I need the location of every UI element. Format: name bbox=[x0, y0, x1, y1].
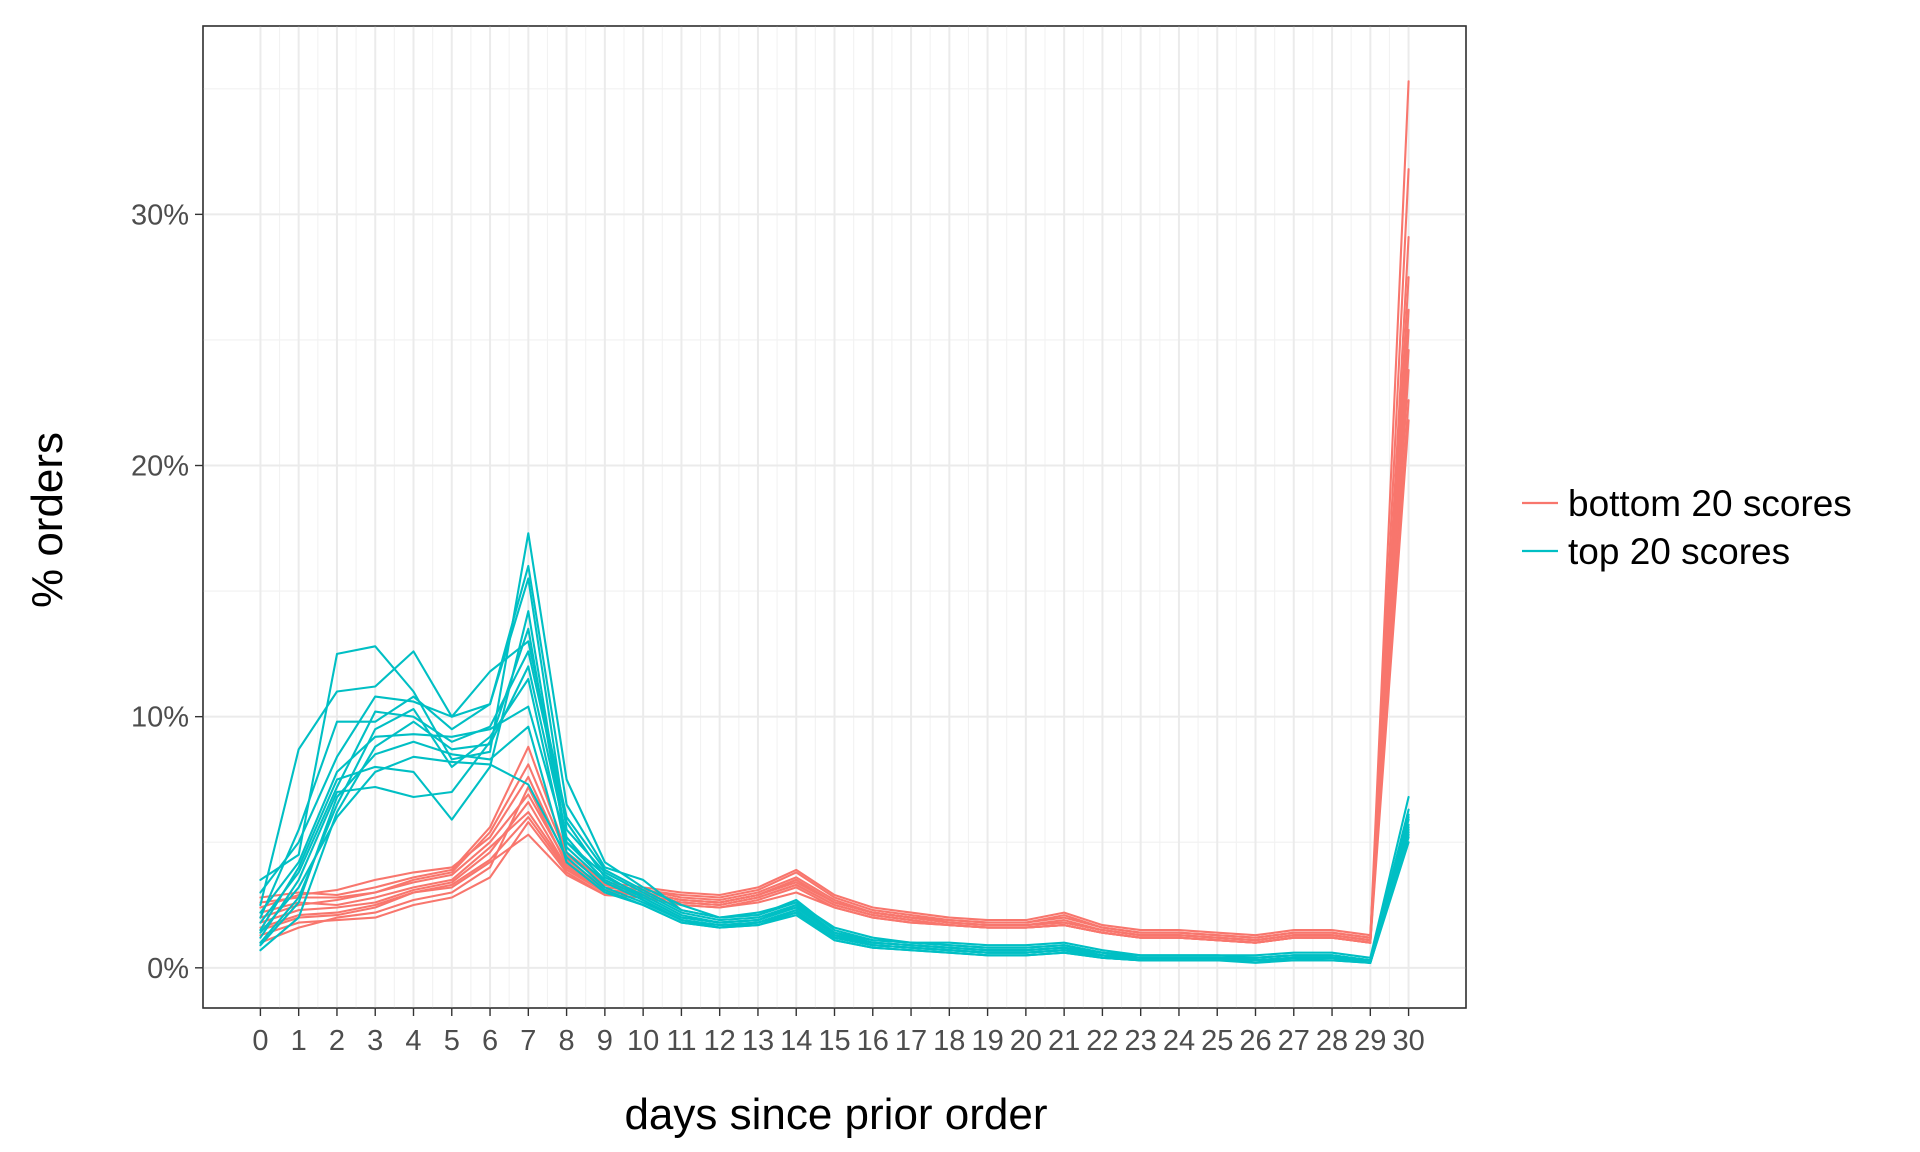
x-tick-label: 14 bbox=[780, 1025, 812, 1057]
x-tick-label: 18 bbox=[933, 1025, 965, 1057]
y-tick-label: 0% bbox=[147, 953, 189, 985]
x-tick-label: 3 bbox=[367, 1025, 383, 1057]
x-tick-label: 16 bbox=[857, 1025, 889, 1057]
x-tick-label: 24 bbox=[1163, 1025, 1195, 1057]
x-tick-label: 30 bbox=[1392, 1025, 1424, 1057]
bottom-20-series-line-9 bbox=[259, 308, 1410, 944]
x-tick-label: 28 bbox=[1316, 1025, 1348, 1057]
x-tick-label: 5 bbox=[444, 1025, 460, 1057]
x-tick-label: 15 bbox=[818, 1025, 850, 1057]
y-axis-title: % orders bbox=[23, 432, 72, 608]
x-tick-label: 22 bbox=[1086, 1025, 1118, 1057]
y-tick-label: 20% bbox=[131, 451, 189, 483]
x-tick-label: 0 bbox=[252, 1025, 268, 1057]
x-tick-label: 9 bbox=[597, 1025, 613, 1057]
x-tick-label: 8 bbox=[559, 1025, 575, 1057]
bottom-20-series-line-8 bbox=[259, 348, 1410, 942]
x-tick-label: 12 bbox=[704, 1025, 736, 1057]
x-tick-label: 4 bbox=[405, 1025, 421, 1057]
y-axis: 0% 10% 20% 30% bbox=[131, 199, 203, 985]
x-tick-label: 29 bbox=[1354, 1025, 1386, 1057]
legend: bottom 20 scores top 20 scores bbox=[1522, 483, 1852, 572]
y-tick-label: 30% bbox=[131, 199, 189, 231]
y-tick-label: 10% bbox=[131, 702, 189, 734]
x-tick-label: 10 bbox=[627, 1025, 659, 1057]
x-tick-label: 23 bbox=[1125, 1025, 1157, 1057]
x-tick-label: 11 bbox=[666, 1025, 696, 1057]
bottom-20-series-line-10 bbox=[259, 235, 1410, 939]
x-tick-label: 1 bbox=[291, 1025, 307, 1057]
x-tick-label: 19 bbox=[971, 1025, 1003, 1057]
bottom-20-series-line-3 bbox=[259, 276, 1410, 937]
legend-label-bottom-20: bottom 20 scores bbox=[1568, 483, 1852, 524]
x-tick-label: 26 bbox=[1239, 1025, 1271, 1057]
x-tick-label: 27 bbox=[1278, 1025, 1310, 1057]
x-tick-label: 6 bbox=[482, 1025, 498, 1057]
x-axis-title: days since prior order bbox=[624, 1090, 1047, 1139]
major-gridlines bbox=[203, 26, 1466, 1008]
x-tick-label: 25 bbox=[1201, 1025, 1233, 1057]
x-tick-label: 7 bbox=[520, 1025, 536, 1057]
x-tick-label: 20 bbox=[1010, 1025, 1042, 1057]
top-20-series-line-12 bbox=[259, 755, 1410, 964]
x-tick-label: 13 bbox=[742, 1025, 774, 1057]
top-20-series-line-11 bbox=[259, 640, 1410, 962]
x-tick-label: 17 bbox=[895, 1025, 927, 1057]
x-axis: 0 1 2 3 4 5 6 7 8 9 10 11 12 13 14 15 16 17 18 19 20 21 22 23 24… bbox=[252, 1008, 1425, 1057]
x-tick-label: 2 bbox=[329, 1025, 345, 1057]
x-tick-label: 21 bbox=[1048, 1025, 1080, 1057]
legend-label-top-20: top 20 scores bbox=[1568, 531, 1790, 572]
series-lines bbox=[259, 80, 1410, 964]
